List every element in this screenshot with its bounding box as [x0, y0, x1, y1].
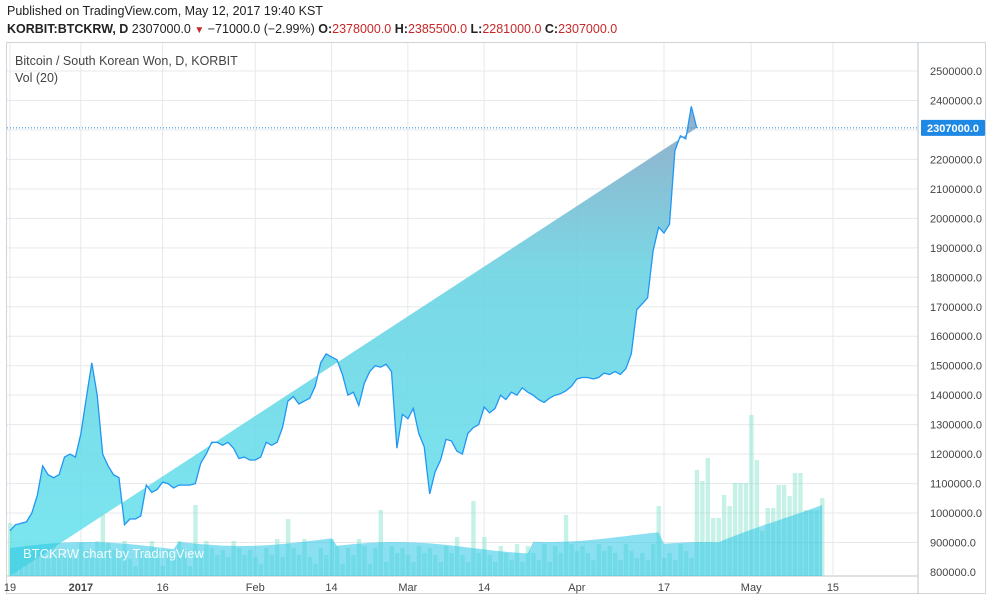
y-tick-label: 2100000.0: [930, 184, 982, 196]
low-value: 2281000.0: [482, 22, 542, 36]
open-value: 2378000.0: [332, 22, 392, 36]
volume-bar: [700, 481, 705, 576]
volume-bar: [749, 415, 754, 576]
volume-bar: [820, 498, 825, 576]
x-tick-label: 14: [325, 582, 337, 594]
y-tick-label: 1800000.0: [930, 272, 982, 284]
y-tick-label: 800000.0: [930, 567, 976, 579]
x-tick-label: May: [741, 582, 762, 594]
y-tick-label: 1200000.0: [930, 449, 982, 461]
volume-bar: [743, 483, 749, 576]
chart-frame: [6, 42, 986, 594]
high-value: 2385500.0: [407, 22, 468, 36]
volume-bar: [705, 458, 710, 576]
last-price: 2307000.0: [131, 22, 191, 36]
volume-bar: [754, 460, 760, 576]
last-price-tag-label: 2307000.0: [927, 123, 979, 135]
series-legend: Bitcoin / South Korean Won, D, KORBIT: [15, 54, 238, 68]
low-label: L:: [470, 22, 483, 36]
price-area: [10, 106, 697, 576]
y-tick-label: 1100000.0: [930, 479, 981, 491]
price-line: [9, 106, 698, 532]
y-tick-label: 1700000.0: [930, 302, 982, 314]
close-label: C:: [544, 22, 559, 36]
volume-bar: [732, 483, 738, 576]
symbol-label: KORBIT:BTCKRW, D: [7, 22, 129, 36]
y-tick-label: 1400000.0: [930, 390, 982, 402]
ohlc-bar: KORBIT:BTCKRW, D 2307000.0 ▼ −71000.0 (−…: [7, 22, 617, 36]
x-tick-label: 17: [658, 582, 670, 594]
x-tick-label: 19: [4, 582, 16, 594]
x-tick-label: Apr: [568, 582, 585, 594]
y-tick-label: 1300000.0: [930, 420, 982, 432]
open-label: O:: [318, 22, 333, 36]
volume-legend: Vol (20): [15, 71, 59, 85]
y-tick-label: 1500000.0: [930, 361, 982, 373]
volume-bar: [193, 505, 198, 576]
y-tick-label: 1000000.0: [930, 508, 982, 520]
volume-bar: [738, 483, 743, 576]
y-tick-label: 2400000.0: [930, 95, 982, 107]
plot-area: [8, 106, 825, 576]
x-tick-label: 2017: [69, 582, 93, 594]
volume-bar: [471, 501, 476, 576]
x-tick-label: Feb: [246, 582, 265, 594]
volume-bar: [721, 495, 727, 576]
y-tick-label: 2200000.0: [930, 154, 982, 166]
x-tick-label: 15: [827, 582, 839, 594]
x-tick-label: 16: [156, 582, 168, 594]
published-caption: Published on TradingView.com, May 12, 20…: [7, 4, 323, 18]
y-tick-label: 1600000.0: [930, 331, 982, 343]
high-label: H:: [394, 22, 408, 36]
y-tick-label: 2500000.0: [930, 66, 982, 78]
y-tick-label: 1900000.0: [930, 243, 982, 255]
y-tick-label: 2000000.0: [930, 213, 982, 225]
x-tick-label: 14: [478, 582, 490, 594]
y-tick-label: 900000.0: [930, 538, 976, 550]
volume-bar: [694, 470, 700, 576]
price-change: −71000.0 (−2.99%): [207, 22, 315, 36]
x-tick-label: Mar: [398, 582, 417, 594]
last-price-tag: [921, 119, 985, 136]
watermark: BTCKRW chart by TradingView: [23, 546, 204, 561]
close-value: 2307000.0: [558, 22, 618, 36]
volume-ma-area: [10, 505, 823, 576]
change-down-icon: ▼: [194, 25, 205, 36]
